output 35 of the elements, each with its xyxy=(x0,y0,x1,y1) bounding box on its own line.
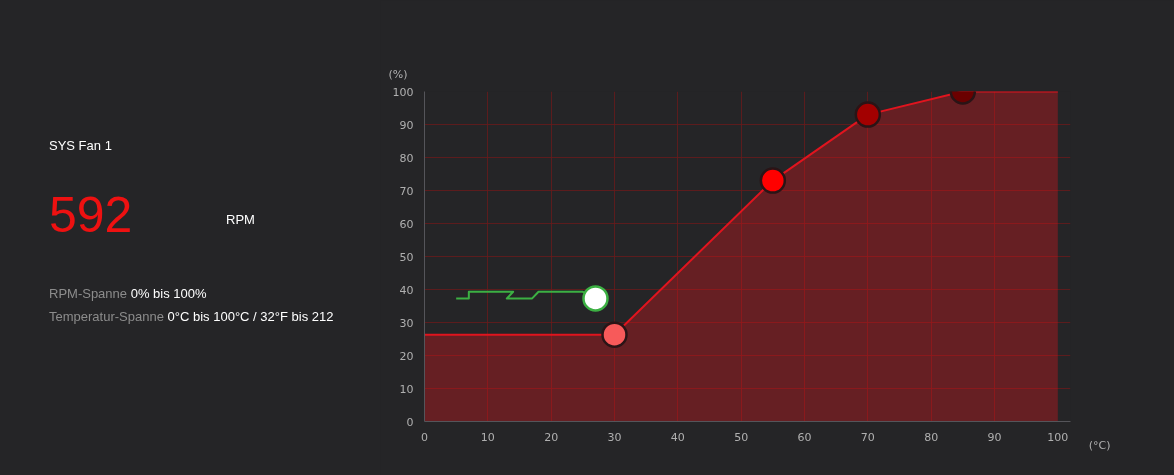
y-tick-label: 40 xyxy=(399,283,414,297)
text: 592 xyxy=(49,186,133,245)
y-tick-label: 10 xyxy=(399,382,414,396)
text: RPM xyxy=(226,211,255,229)
point xyxy=(601,321,628,348)
point xyxy=(759,167,787,194)
x-tick-label: 10 xyxy=(480,430,495,444)
y-tick-label: 70 xyxy=(399,184,414,198)
text: RPM-Spanne xyxy=(49,286,128,301)
text: SYS Fan 1 xyxy=(49,137,112,155)
x-tick-label: 50 xyxy=(734,430,749,444)
y-tick-label: 60 xyxy=(399,217,414,231)
x-tick-label: 70 xyxy=(860,430,875,444)
x-tick-label: 60 xyxy=(797,430,812,444)
x-tick-label: 80 xyxy=(924,430,939,444)
point xyxy=(854,101,882,128)
y-tick-label: 50 xyxy=(399,250,414,264)
x-tick-label: 40 xyxy=(670,430,685,444)
x-tick-label: 30 xyxy=(607,430,622,444)
x-tick-label: 0 xyxy=(421,430,428,444)
y-tick-label: 20 xyxy=(399,349,414,363)
y-tick-label: 100 xyxy=(392,85,414,99)
x-tick-label: 90 xyxy=(987,430,1002,444)
y-tick-label: 30 xyxy=(399,316,414,330)
y-tick-label: 0 xyxy=(406,415,414,429)
y-tick-label: 90 xyxy=(399,118,414,132)
text: 0% bis 100% xyxy=(130,286,207,301)
x-tick-label: 20 xyxy=(544,430,559,444)
x-tick-label: 100 xyxy=(1047,430,1069,444)
text: Temperatur-Spanne xyxy=(49,309,164,324)
y-axis-title: (%) xyxy=(388,67,408,81)
text: 0°C bis 100°C / 32°F bis 212 xyxy=(167,309,334,324)
y-tick-label: 80 xyxy=(399,151,414,165)
x-axis-title: (°C) xyxy=(1088,438,1111,452)
point xyxy=(582,285,609,312)
